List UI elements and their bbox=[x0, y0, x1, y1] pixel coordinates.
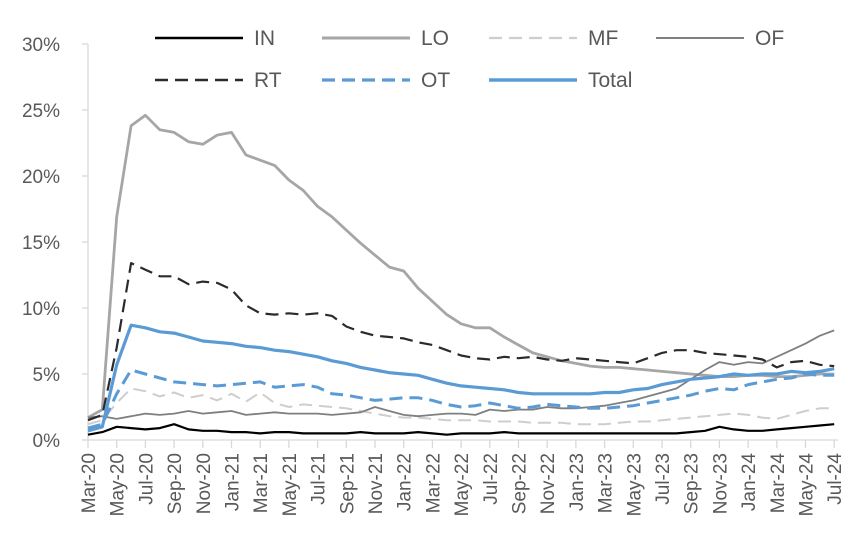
x-tick-label: Mar-20 bbox=[79, 453, 100, 513]
x-tick-label: Jul-24 bbox=[825, 453, 846, 505]
y-tick-label: 25% bbox=[22, 101, 60, 122]
x-tick-label: Jan-21 bbox=[223, 453, 244, 511]
x-tick-label: Jan-24 bbox=[739, 453, 760, 512]
series-line-RT bbox=[87, 262, 835, 422]
legend-item-IN: IN bbox=[155, 27, 275, 50]
x-tick-label: Jul-21 bbox=[309, 453, 330, 505]
x-tick-label: Nov-22 bbox=[538, 453, 559, 514]
legend-label-RT: RT bbox=[254, 69, 282, 92]
x-tick-label: Sep-21 bbox=[337, 453, 358, 514]
series-line-MF bbox=[87, 387, 835, 426]
legend-item-OF: OF bbox=[656, 27, 784, 50]
x-tick-label: May-23 bbox=[624, 453, 645, 516]
series-line-OF bbox=[87, 329, 835, 420]
x-tick-label: Nov-20 bbox=[194, 453, 215, 514]
plot-area bbox=[87, 113, 835, 436]
x-tick-label: Jan-23 bbox=[567, 453, 588, 511]
x-tick-label: Sep-23 bbox=[682, 453, 703, 514]
legend-label-OT: OT bbox=[421, 69, 450, 92]
x-tick-label: Sep-20 bbox=[165, 453, 186, 514]
y-tick-label: 30% bbox=[22, 35, 60, 56]
y-tick-label: 5% bbox=[33, 365, 61, 386]
legend-label-MF: MF bbox=[588, 27, 618, 50]
x-tick-label: Jul-20 bbox=[136, 453, 157, 505]
x-tick-label: Mar-22 bbox=[423, 453, 444, 513]
x-tick-label: Sep-22 bbox=[510, 453, 531, 514]
legend: IN LO MF OF RT OT Total bbox=[155, 27, 784, 92]
legend-item-MF: MF bbox=[489, 27, 618, 50]
x-tick-label: Mar-24 bbox=[768, 453, 789, 514]
y-tick-label: 0% bbox=[33, 431, 61, 452]
axes: 0% 5% 10% 15% 20% 25% 30% Mar-20 May-20 Jul-20 Sep… bbox=[22, 35, 846, 516]
x-tick-label: May-21 bbox=[280, 453, 301, 516]
series-line-IN bbox=[87, 423, 835, 436]
series-line-Total bbox=[87, 323, 835, 433]
series-line-LO bbox=[87, 113, 835, 419]
legend-label-Total: Total bbox=[588, 69, 632, 92]
y-tick-label: 15% bbox=[22, 233, 60, 254]
x-tick-label: Jul-22 bbox=[481, 453, 502, 505]
legend-label-OF: OF bbox=[755, 27, 784, 50]
x-tick-label: Nov-23 bbox=[710, 453, 731, 514]
x-tick-label: Nov-21 bbox=[366, 453, 387, 514]
x-tick-label: May-20 bbox=[108, 453, 129, 516]
legend-item-OT: OT bbox=[322, 69, 450, 92]
x-tick-label: May-22 bbox=[452, 453, 473, 516]
legend-label-LO: LO bbox=[421, 27, 449, 50]
legend-item-RT: RT bbox=[155, 69, 282, 92]
y-tick-label: 20% bbox=[22, 167, 60, 188]
x-tick-label: Mar-21 bbox=[251, 453, 272, 513]
series-line-OT bbox=[87, 368, 835, 430]
y-tick-label: 10% bbox=[22, 299, 60, 320]
legend-item-LO: LO bbox=[322, 27, 449, 50]
legend-item-Total: Total bbox=[489, 69, 632, 92]
legend-label-IN: IN bbox=[254, 27, 275, 50]
x-tick-label: Jan-22 bbox=[395, 453, 416, 511]
x-tick-label: Mar-23 bbox=[596, 453, 617, 513]
x-tick-label: Jul-23 bbox=[653, 453, 674, 505]
x-tick-label: May-24 bbox=[797, 453, 818, 517]
